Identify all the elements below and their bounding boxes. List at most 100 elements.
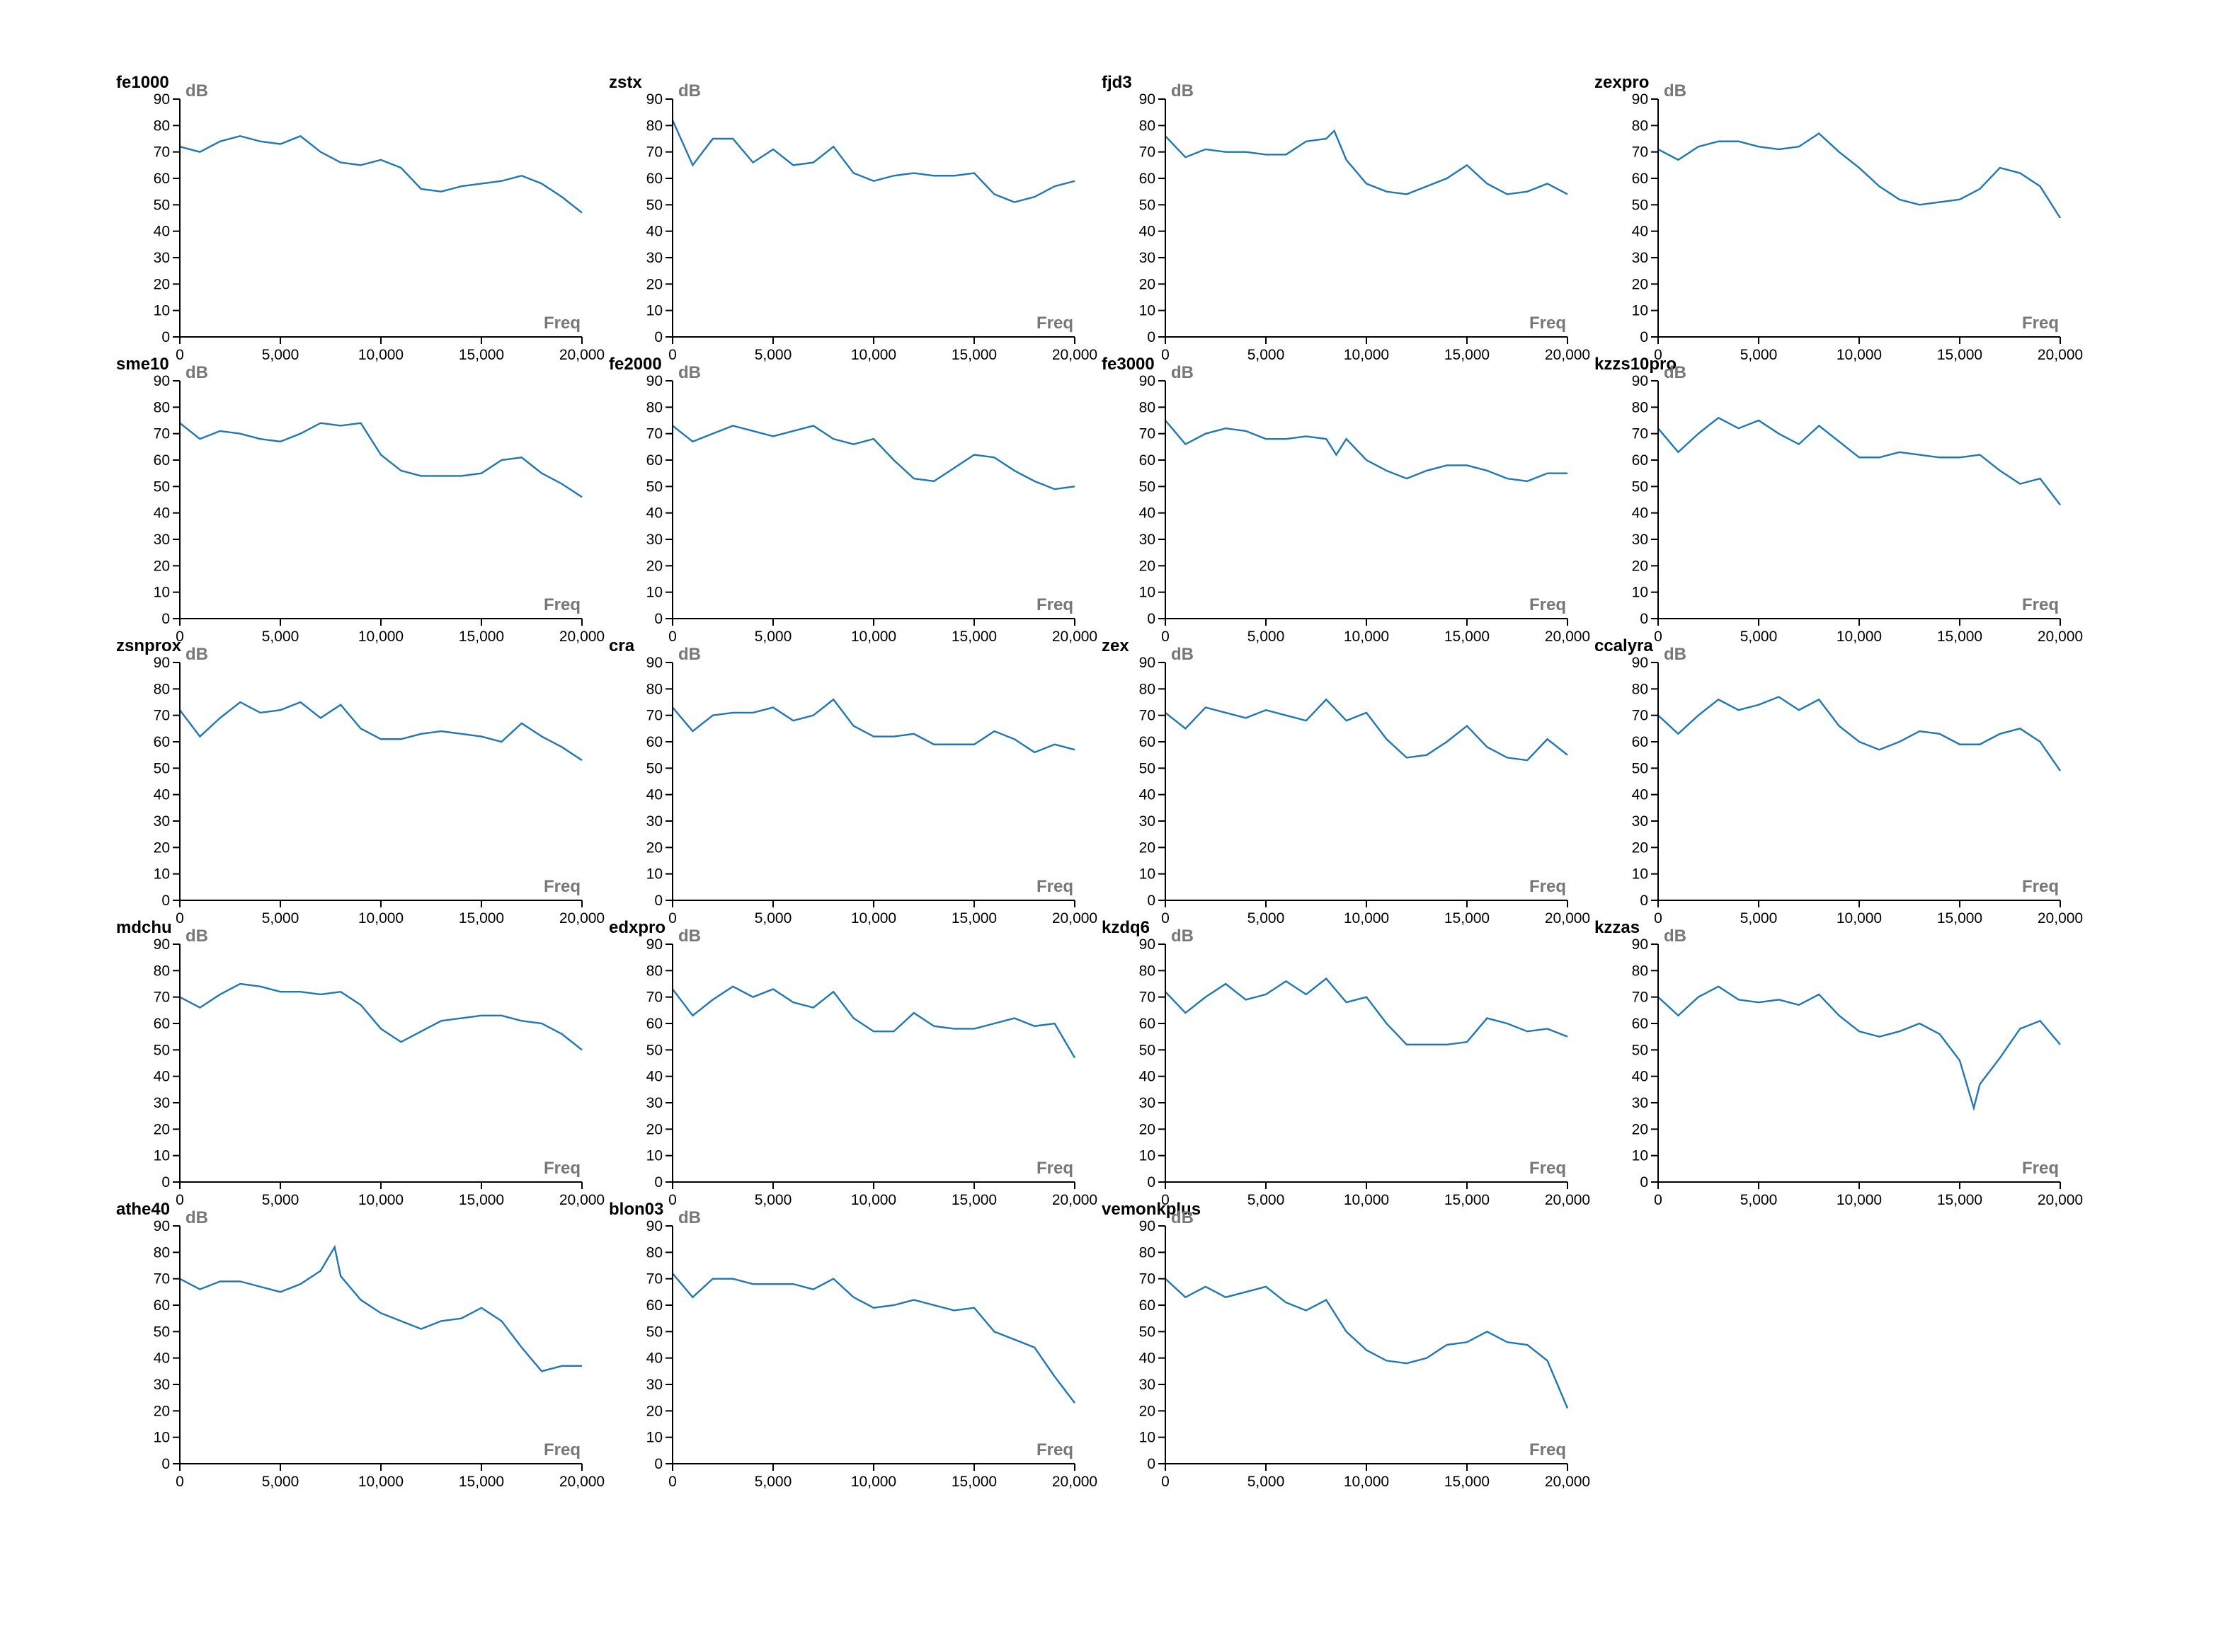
line-series xyxy=(1165,698,1568,762)
y-tick-label: 10 xyxy=(1139,1430,1155,1446)
x-tick-label: 10,000 xyxy=(358,1192,404,1208)
y-tick-label: 70 xyxy=(1632,426,1648,442)
x-tick-label: 10,000 xyxy=(358,347,404,363)
y-tick-label: 50 xyxy=(1632,197,1648,213)
x-tick-label: 20,000 xyxy=(559,910,605,927)
y-tick-label: 0 xyxy=(654,893,663,909)
y-tick-label: 80 xyxy=(646,399,663,415)
x-tick-label: 5,000 xyxy=(262,347,299,363)
x-tick-label: 0 xyxy=(668,347,677,363)
y-tick-label: 90 xyxy=(1632,91,1648,108)
y-axis-label: dB xyxy=(1664,927,1686,946)
y-tick-label: 0 xyxy=(1147,329,1155,345)
chart-title: fe1000 xyxy=(116,73,169,92)
x-tick-label: 5,000 xyxy=(1247,1474,1285,1490)
y-tick-label: 40 xyxy=(1632,505,1648,522)
x-tick-label: 20,000 xyxy=(1052,629,1097,645)
chart-title: fjd3 xyxy=(1102,73,1132,92)
x-axis-label: Freq xyxy=(1529,314,1566,333)
y-tick-label: 50 xyxy=(154,197,170,213)
y-tick-label: 30 xyxy=(154,532,170,548)
x-tick-label: 5,000 xyxy=(755,1474,792,1490)
y-tick-label: 90 xyxy=(1139,1218,1155,1234)
chart-title: zstx xyxy=(609,73,642,92)
y-tick-label: 90 xyxy=(1632,655,1648,671)
x-tick-label: 20,000 xyxy=(1052,1474,1097,1490)
y-tick-label: 0 xyxy=(161,1456,170,1472)
y-tick-label: 30 xyxy=(1139,250,1155,266)
y-tick-label: 50 xyxy=(1139,478,1155,495)
y-tick-label: 40 xyxy=(1139,224,1155,240)
y-tick-label: 0 xyxy=(1147,611,1155,627)
y-axis-label: dB xyxy=(1171,645,1194,664)
line-series xyxy=(671,120,1075,203)
y-tick-label: 70 xyxy=(154,144,170,161)
x-tick-label: 20,000 xyxy=(2038,1192,2083,1208)
y-tick-label: 90 xyxy=(646,373,663,389)
x-tick-label: 10,000 xyxy=(1344,1474,1389,1490)
y-tick-label: 60 xyxy=(646,1016,663,1032)
y-tick-label: 10 xyxy=(1139,303,1155,319)
y-tick-label: 10 xyxy=(154,1430,170,1446)
x-tick-label: 20,000 xyxy=(2038,910,2083,927)
y-tick-label: 0 xyxy=(654,329,663,345)
x-tick-label: 15,000 xyxy=(459,629,504,645)
y-tick-label: 10 xyxy=(1139,585,1155,601)
y-tick-label: 80 xyxy=(1632,681,1648,697)
y-tick-label: 50 xyxy=(1632,760,1648,776)
y-axis-label: dB xyxy=(185,363,208,382)
x-tick-label: 0 xyxy=(176,347,184,363)
x-tick-label: 0 xyxy=(1654,1192,1662,1208)
x-tick-label: 15,000 xyxy=(952,629,997,645)
y-tick-label: 20 xyxy=(1139,558,1155,574)
chart-title: fe2000 xyxy=(609,355,662,374)
y-tick-label: 90 xyxy=(646,655,663,671)
y-tick-label: 40 xyxy=(154,787,170,803)
line-series xyxy=(1165,1278,1569,1409)
chart-title: kzzs10pro xyxy=(1594,355,1677,374)
y-tick-label: 60 xyxy=(1139,1297,1155,1314)
y-tick-label: 70 xyxy=(154,990,170,1006)
y-tick-label: 20 xyxy=(646,1403,663,1419)
y-tick-label: 70 xyxy=(646,144,663,161)
x-tick-label: 20,000 xyxy=(559,347,605,363)
x-tick-label: 10,000 xyxy=(851,910,896,927)
y-tick-label: 50 xyxy=(154,1042,170,1058)
y-axis-label: dB xyxy=(1171,363,1194,382)
y-axis-label: dB xyxy=(1171,81,1194,101)
x-tick-label: 15,000 xyxy=(952,347,997,363)
x-tick-label: 10,000 xyxy=(1344,347,1389,363)
x-tick-label: 10,000 xyxy=(851,347,896,363)
x-tick-label: 15,000 xyxy=(952,1474,997,1490)
chart-title: sme10 xyxy=(116,355,169,374)
x-tick-label: 10,000 xyxy=(1344,1192,1389,1208)
x-tick-label: 5,000 xyxy=(1247,910,1285,927)
x-axis-label: Freq xyxy=(1036,1440,1073,1459)
chart-title: kzzas xyxy=(1594,918,1640,937)
y-tick-label: 30 xyxy=(154,1095,170,1111)
y-tick-label: 60 xyxy=(1139,1016,1155,1032)
chart-title: ccalyra xyxy=(1594,636,1653,655)
y-axis-label: dB xyxy=(1171,927,1194,946)
x-axis-label: Freq xyxy=(544,1440,581,1459)
line-series xyxy=(1657,416,2061,506)
y-tick-label: 90 xyxy=(154,91,170,108)
x-tick-label: 15,000 xyxy=(952,910,997,927)
y-axis-label: dB xyxy=(185,1208,208,1227)
y-tick-label: 60 xyxy=(154,734,170,750)
y-tick-label: 0 xyxy=(1640,893,1648,909)
y-tick-label: 70 xyxy=(154,1271,170,1287)
x-tick-label: 5,000 xyxy=(755,1192,792,1208)
y-tick-label: 30 xyxy=(1139,813,1155,830)
x-tick-label: 10,000 xyxy=(358,910,404,927)
y-tick-label: 80 xyxy=(1139,963,1155,979)
x-tick-label: 10,000 xyxy=(1837,1192,1882,1208)
y-tick-label: 20 xyxy=(646,1121,663,1137)
x-tick-label: 15,000 xyxy=(1937,910,1982,927)
y-tick-label: 60 xyxy=(1632,171,1648,187)
y-tick-label: 80 xyxy=(1139,117,1155,134)
x-tick-label: 10,000 xyxy=(358,629,404,645)
y-tick-label: 10 xyxy=(646,585,663,601)
y-tick-label: 50 xyxy=(1139,760,1155,776)
